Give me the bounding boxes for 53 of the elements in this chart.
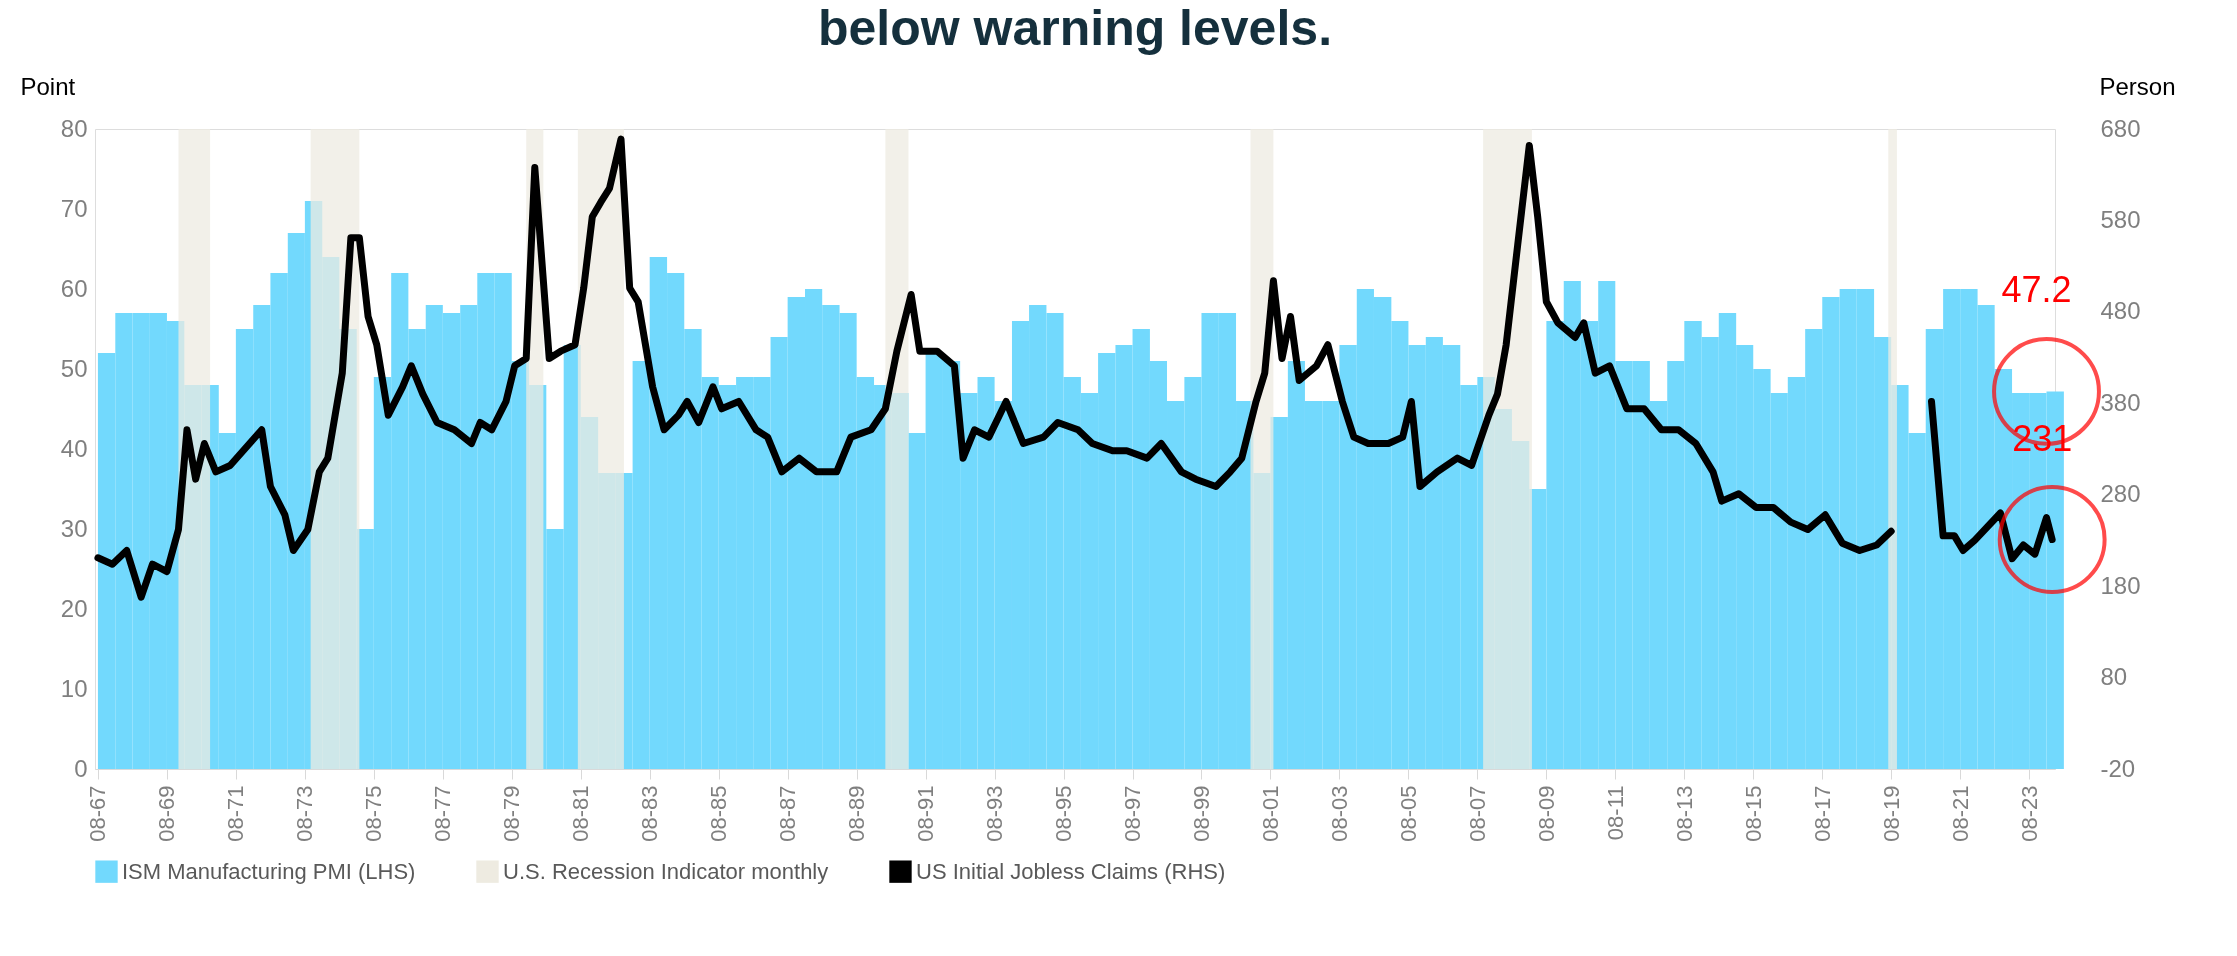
legend-label: U.S. Recession Indicator monthly	[503, 858, 829, 884]
y-tick-label: 10	[60, 674, 88, 702]
x-tick-label: 08-13	[1671, 785, 1697, 842]
x-tick-label: 08-15	[1740, 785, 1766, 842]
x-tick-label: 08-19	[1878, 785, 1904, 842]
x-tick-label: 08-73	[292, 785, 318, 842]
x-tick-label: 08-11	[1602, 785, 1628, 841]
x-tick-label: 08-71	[223, 785, 249, 842]
x-tick-label: 08-07	[1464, 785, 1490, 842]
legend-label: US Initial Jobless Claims (RHS)	[916, 858, 1226, 884]
y2-tick-label: 380	[2100, 388, 2141, 416]
x-tick-label: 08-89	[844, 785, 870, 842]
y-tick-label: 60	[60, 274, 88, 302]
y2-tick-label: 580	[2100, 205, 2141, 233]
y2-tick-label: -20	[2100, 754, 2136, 782]
y2-axis-title: Person	[2099, 72, 2176, 100]
x-tick-label: 08-23	[2016, 785, 2042, 842]
y-tick-label: 20	[60, 594, 88, 622]
y-axis-title: Point	[20, 72, 76, 100]
x-tick-label: 08-77	[430, 785, 456, 842]
y-tick-label: 30	[60, 514, 88, 542]
y2-tick-label: 80	[2100, 663, 2128, 691]
x-tick-label: 08-91	[913, 785, 939, 842]
x-tick-label: 08-21	[1947, 785, 1973, 842]
x-tick-label: 08-95	[1051, 785, 1077, 842]
x-tick-label: 08-85	[706, 785, 732, 842]
x-tick-label: 08-87	[775, 785, 801, 842]
x-tick-label: 08-67	[85, 785, 111, 842]
y2-tick-label: 180	[2100, 571, 2141, 599]
y-tick-label: 80	[60, 114, 88, 142]
x-tick-label: 08-01	[1257, 785, 1283, 842]
y2-tick-label: 680	[2100, 114, 2141, 142]
y-tick-label: 50	[60, 354, 88, 382]
x-tick-label: 08-09	[1533, 785, 1559, 842]
y-tick-label: 70	[60, 194, 88, 222]
y-tick-label: 0	[74, 754, 88, 782]
x-tick-label: 08-69	[154, 785, 180, 842]
x-tick-label: 08-81	[568, 785, 594, 842]
x-tick-label: 08-17	[1809, 785, 1835, 842]
y2-tick-label: 480	[2100, 297, 2141, 325]
y-tick-label: 40	[60, 434, 88, 462]
x-tick-label: 08-79	[499, 785, 525, 842]
x-tick-label: 08-93	[982, 785, 1008, 842]
x-tick-label: 08-05	[1395, 785, 1421, 842]
annotation: 47.2	[2001, 269, 2072, 311]
x-tick-label: 08-75	[361, 785, 387, 842]
legend-label: ISM Manufacturing PMI (LHS)	[122, 858, 416, 884]
x-tick-label: 08-99	[1188, 785, 1214, 842]
y2-tick-label: 280	[2100, 480, 2141, 508]
x-tick-label: 08-83	[637, 785, 663, 842]
x-tick-label: 08-97	[1120, 785, 1146, 842]
x-tick-label: 08-03	[1326, 785, 1352, 842]
chart-title: below warning levels.	[817, 0, 1333, 56]
